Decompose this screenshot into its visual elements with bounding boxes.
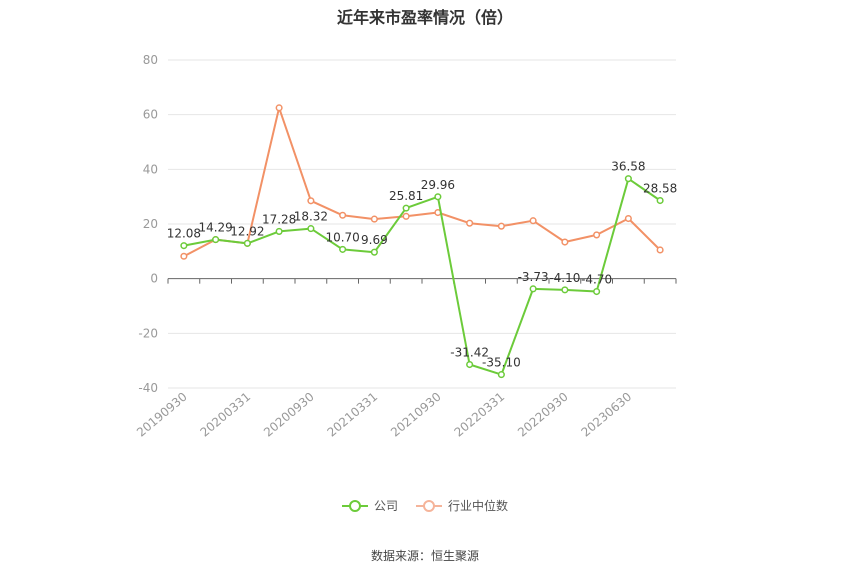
- company-data-label: -4.10: [549, 271, 580, 285]
- company-data-label: 12.92: [230, 224, 264, 238]
- series-lines: [180, 104, 664, 379]
- company-data-point: [466, 360, 474, 369]
- legend-label-company: 公司: [373, 499, 398, 513]
- company-data-label: 18.32: [294, 210, 328, 224]
- x-tick-label: 20220930: [515, 390, 571, 440]
- y-tick-label: 60: [143, 108, 158, 122]
- y-tick-label: 80: [143, 53, 158, 67]
- x-tick-label: 20230630: [579, 390, 635, 440]
- y-tick-label: 0: [150, 272, 158, 286]
- x-tick-label: 20210930: [388, 390, 444, 440]
- legend-label-industry-median: 行业中位数: [448, 499, 509, 513]
- company-data-label: 9.69: [361, 233, 388, 247]
- company-data-point: [402, 204, 410, 212]
- industry-median-data-point: [529, 217, 537, 225]
- company-data-point: [656, 196, 664, 205]
- y-tick-label: -40: [138, 381, 158, 395]
- company-series-line: [183, 177, 661, 376]
- company-data-point: [561, 286, 569, 294]
- company-data-label: 10.70: [325, 230, 359, 244]
- x-tick-label: 20190930: [134, 390, 190, 440]
- company-data-label: 14.29: [198, 221, 232, 235]
- industry-median-data-point: [370, 215, 378, 223]
- industry-median-data-point: [339, 211, 347, 219]
- company-data-point: [212, 236, 220, 244]
- y-tick-label: 20: [143, 217, 158, 231]
- industry-median-data-point: [624, 214, 632, 223]
- company-data-label: -31.42: [450, 346, 489, 360]
- company-data-point: [497, 371, 505, 379]
- company-data-point: [243, 239, 251, 247]
- company-data-label: 36.58: [611, 160, 645, 174]
- company-data-label: 29.96: [421, 178, 455, 192]
- industry-median-data-point: [497, 222, 505, 230]
- company-data-point: [529, 285, 537, 293]
- chart-title: 近年来市盈率情况（倍）: [336, 8, 513, 27]
- industry-median-data-point: [466, 219, 474, 227]
- company-data-point: [339, 245, 347, 253]
- legend-item-industry-median[interactable]: 行业中位数: [416, 497, 508, 514]
- y-tick-label: 40: [143, 162, 158, 176]
- company-data-label: 17.28: [262, 212, 296, 226]
- x-tick-label: 20210331: [325, 390, 381, 440]
- company-data-label: 25.81: [389, 189, 423, 203]
- company-data-point: [180, 242, 188, 250]
- industry-median-data-point: [656, 246, 664, 254]
- industry-median-data-point: [275, 104, 283, 112]
- x-tick-label: 20220331: [452, 390, 508, 440]
- company-data-point: [370, 248, 378, 256]
- legend-swatch-industry-median-icon: [416, 499, 442, 513]
- x-tick-label: 20200331: [198, 390, 254, 440]
- industry-median-data-point: [402, 212, 410, 220]
- industry-median-data-point: [180, 252, 188, 260]
- company-data-label: -4.70: [581, 273, 612, 287]
- company-data-label: -35.10: [482, 356, 521, 370]
- industry-median-data-point: [307, 197, 315, 205]
- legend-swatch-company-icon: [341, 499, 368, 513]
- grid-lines: [168, 59, 676, 389]
- source-note: 数据来源：恒生聚源: [370, 549, 479, 563]
- legend: 公司 行业中位数: [0, 497, 850, 514]
- company-data-label: 12.08: [167, 227, 201, 241]
- company-data-point: [593, 287, 601, 296]
- company-data-point: [307, 225, 315, 233]
- company-data-label: -3.73: [518, 270, 549, 284]
- legend-item-company[interactable]: 公司: [341, 497, 398, 514]
- company-data-point: [434, 193, 442, 201]
- x-tick-label: 20200930: [261, 390, 317, 440]
- industry-median-data-point: [561, 238, 569, 246]
- company-data-point: [624, 175, 632, 183]
- y-tick-label: -20: [138, 326, 158, 340]
- industry-median-data-point: [593, 231, 601, 239]
- company-data-point: [275, 227, 283, 235]
- industry-median-series-line: [183, 106, 661, 258]
- company-data-label: 28.58: [643, 182, 677, 196]
